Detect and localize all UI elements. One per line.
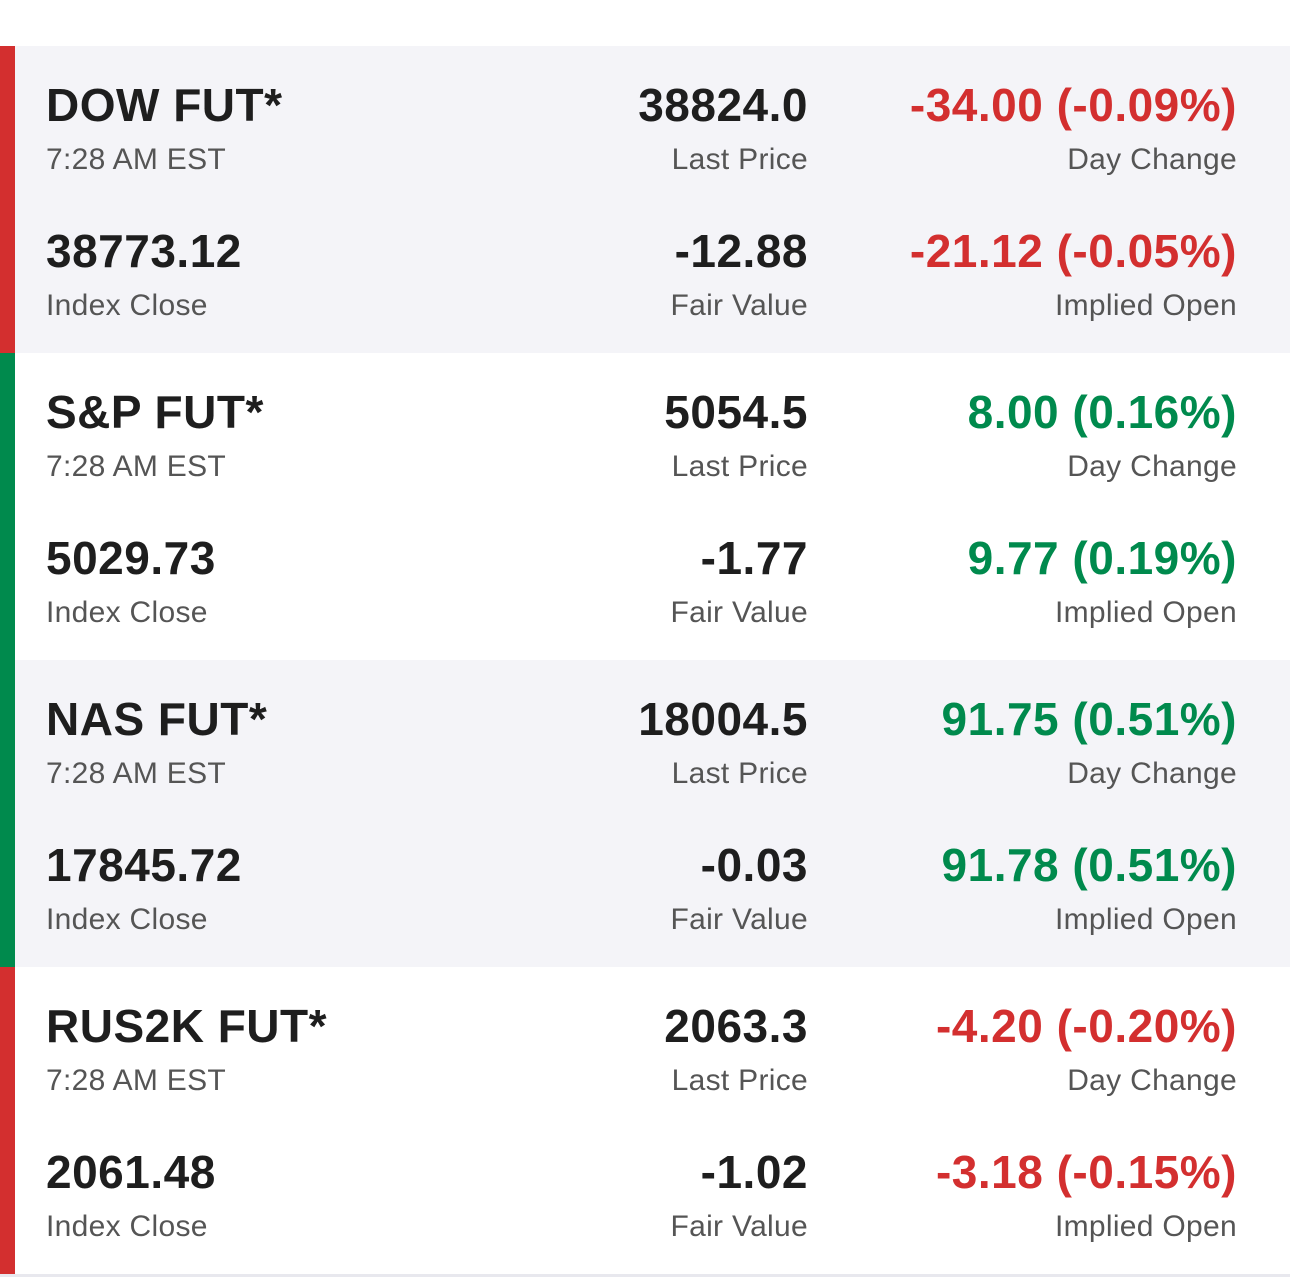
implied-open-label: Implied Open [1054, 289, 1237, 322]
futures-list: DOW FUT* 7:28 AM EST 38824.0 Last Price … [0, 46, 1290, 1274]
divider [0, 1274, 1290, 1277]
implied-open-label: Implied Open [1054, 596, 1237, 629]
implied-open-value: 9.77 (0.19%) [967, 532, 1237, 584]
direction-bar [0, 660, 15, 967]
last-price-value: 5054.5 [664, 386, 808, 438]
fair-value-label: Fair Value [670, 289, 808, 322]
implied-open-value: -3.18 (-0.15%) [935, 1146, 1237, 1198]
implied-open-label: Implied Open [1054, 903, 1237, 936]
index-close-value: 38773.12 [46, 225, 242, 277]
future-name: S&P FUT* [46, 386, 264, 438]
future-name: RUS2K FUT* [46, 1000, 328, 1052]
day-change-value: -4.20 (-0.20%) [935, 1000, 1237, 1052]
fair-value-value: -0.03 [700, 839, 808, 891]
fair-value-value: -1.02 [700, 1146, 808, 1198]
index-close-value: 17845.72 [46, 839, 242, 891]
day-change-value: -34.00 (-0.09%) [909, 79, 1237, 131]
fair-value-label: Fair Value [670, 596, 808, 629]
future-name: NAS FUT* [46, 693, 268, 745]
direction-bar [0, 353, 15, 660]
day-change-label: Day Change [1067, 757, 1237, 790]
direction-bar [0, 967, 15, 1274]
future-card-dow[interactable]: DOW FUT* 7:28 AM EST 38824.0 Last Price … [0, 46, 1290, 353]
last-price-label: Last Price [671, 757, 808, 790]
day-change-label: Day Change [1067, 1064, 1237, 1097]
day-change-value: 91.75 (0.51%) [941, 693, 1237, 745]
implied-open-value: -21.12 (-0.05%) [909, 225, 1237, 277]
index-close-label: Index Close [46, 1210, 208, 1243]
fair-value-value: -12.88 [674, 225, 808, 277]
future-card-sp[interactable]: S&P FUT* 7:28 AM EST 5054.5 Last Price 8… [0, 353, 1290, 660]
last-price-label: Last Price [671, 1064, 808, 1097]
fair-value-label: Fair Value [670, 903, 808, 936]
future-time: 7:28 AM EST [46, 450, 227, 483]
implied-open-label: Implied Open [1054, 1210, 1237, 1243]
future-time: 7:28 AM EST [46, 1064, 227, 1097]
future-card-nas[interactable]: NAS FUT* 7:28 AM EST 18004.5 Last Price … [0, 660, 1290, 967]
direction-bar [0, 46, 15, 353]
last-price-value: 38824.0 [638, 79, 808, 131]
future-card-rus2k[interactable]: RUS2K FUT* 7:28 AM EST 2063.3 Last Price… [0, 967, 1290, 1274]
last-price-label: Last Price [671, 450, 808, 483]
fair-value-value: -1.77 [700, 532, 808, 584]
last-price-value: 2063.3 [664, 1000, 808, 1052]
index-close-value: 2061.48 [46, 1146, 216, 1198]
future-time: 7:28 AM EST [46, 757, 227, 790]
index-close-label: Index Close [46, 289, 208, 322]
index-close-label: Index Close [46, 903, 208, 936]
day-change-value: 8.00 (0.16%) [967, 386, 1237, 438]
last-price-value: 18004.5 [638, 693, 808, 745]
future-name: DOW FUT* [46, 79, 283, 131]
day-change-label: Day Change [1067, 450, 1237, 483]
last-price-label: Last Price [671, 143, 808, 176]
future-time: 7:28 AM EST [46, 143, 227, 176]
implied-open-value: 91.78 (0.51%) [941, 839, 1237, 891]
index-close-value: 5029.73 [46, 532, 216, 584]
index-close-label: Index Close [46, 596, 208, 629]
day-change-label: Day Change [1067, 143, 1237, 176]
fair-value-label: Fair Value [670, 1210, 808, 1243]
